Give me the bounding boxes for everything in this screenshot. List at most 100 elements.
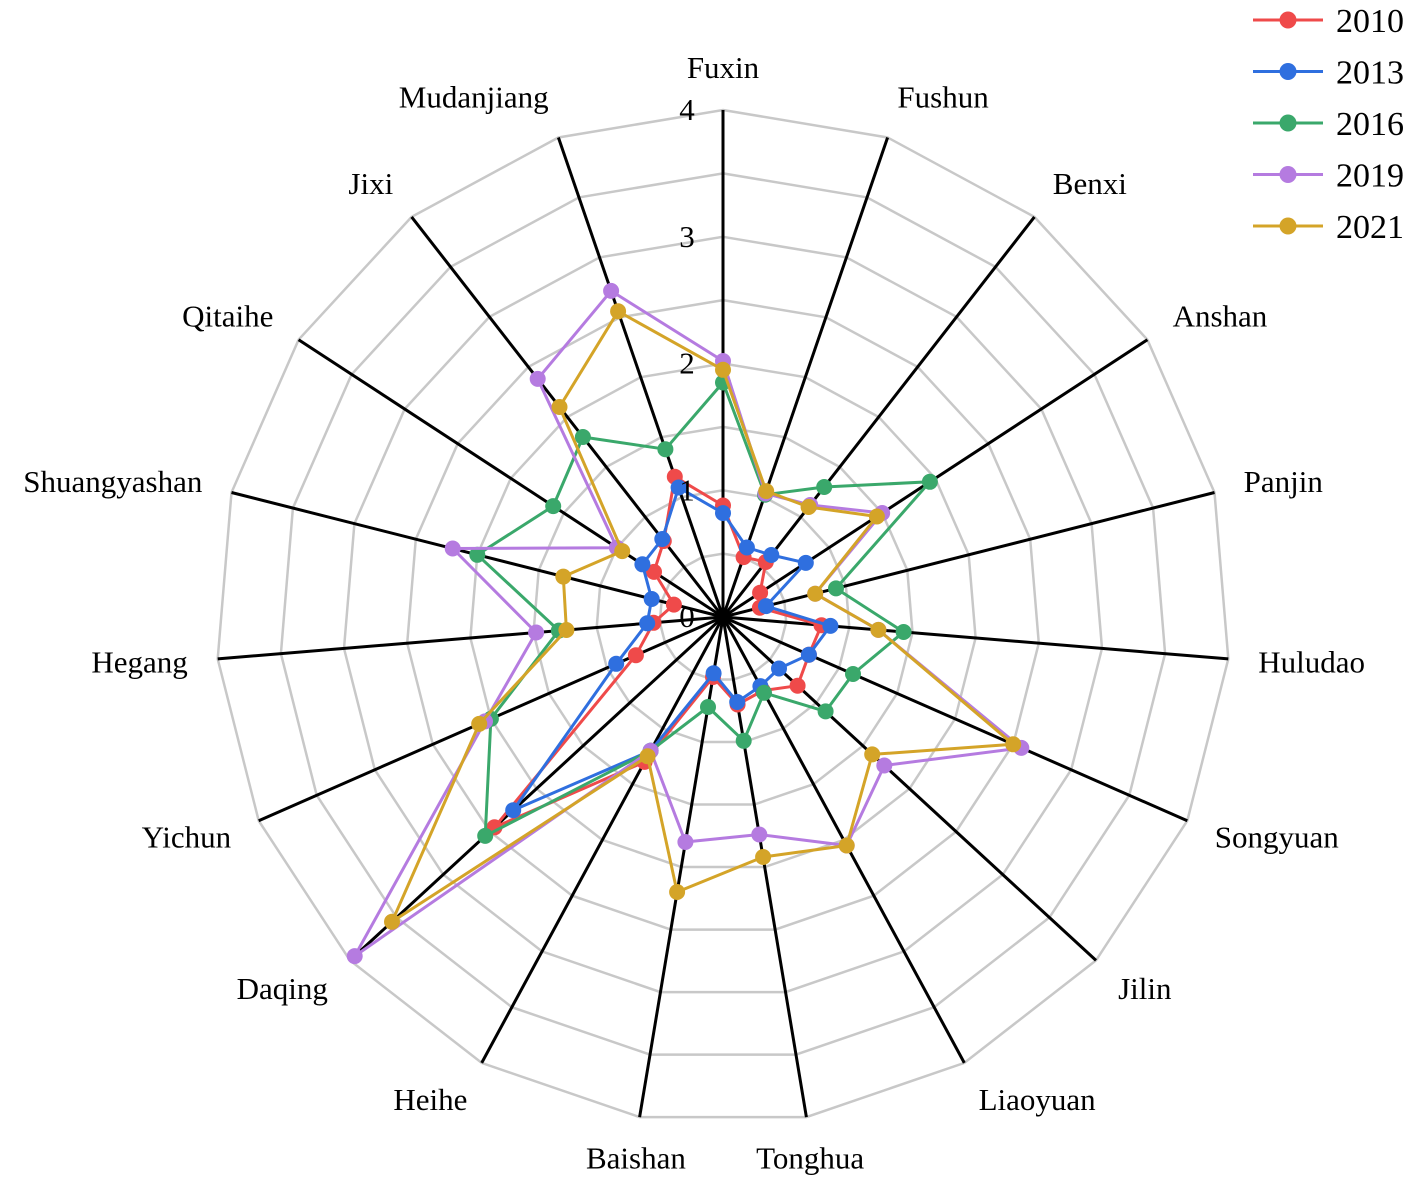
data-point-2021	[807, 585, 824, 602]
data-point-2021	[669, 884, 686, 900]
data-point-2013	[654, 531, 671, 547]
category-label: Tonghua	[756, 1141, 864, 1176]
category-label: Panjin	[1244, 464, 1324, 499]
category-label: Qitaihe	[182, 299, 273, 334]
data-point-2010	[627, 647, 644, 664]
category-label: Fuxin	[687, 50, 760, 85]
category-label: Hegang	[91, 644, 187, 679]
data-point-2016	[469, 546, 486, 563]
legend-label: 2013	[1336, 55, 1404, 92]
data-point-2019	[876, 757, 893, 774]
data-point-2021	[639, 748, 656, 765]
data-point-2016	[756, 684, 772, 701]
series-line-2016	[475, 381, 932, 838]
data-point-2021	[868, 508, 885, 525]
category-label: Jixi	[348, 166, 393, 201]
legend-label: 2016	[1336, 106, 1404, 143]
data-point-2016	[657, 441, 674, 458]
category-label: Songyuan	[1215, 820, 1340, 855]
legend-swatch-marker	[1279, 114, 1297, 132]
tick-label: 0	[679, 599, 695, 634]
data-point-2016	[477, 827, 494, 844]
data-point-2013	[608, 655, 625, 672]
tick-label: 4	[679, 92, 695, 127]
data-point-2013	[670, 479, 687, 496]
grid-ring	[405, 298, 1041, 931]
spoke-axis	[348, 615, 725, 962]
radar-grid	[216, 108, 1230, 1119]
legend-swatch-marker	[1279, 217, 1297, 235]
data-point-2013	[800, 646, 817, 663]
category-label: Daqing	[237, 971, 328, 1006]
spoke-axis	[722, 615, 1188, 823]
data-point-2013	[771, 660, 787, 677]
data-point-2019	[346, 948, 363, 965]
data-point-2013	[738, 539, 755, 556]
spoke-axis	[722, 615, 1229, 661]
grid-ring	[532, 425, 914, 806]
data-point-2021	[555, 568, 572, 585]
spoke-axis	[721, 615, 1098, 962]
tick-label: 2	[679, 346, 695, 381]
data-point-2021	[1005, 736, 1022, 753]
data-point-2021	[471, 715, 488, 732]
data-point-2010	[789, 677, 806, 694]
data-point-2016	[816, 479, 833, 495]
category-label: Huludao	[1258, 644, 1365, 679]
legend-swatch-marker	[1279, 11, 1297, 29]
data-point-2016	[828, 580, 844, 597]
series-line-2013	[511, 486, 832, 812]
data-point-2021	[384, 913, 400, 930]
category-labels: Fuxin Fushun Benxi Anshan Panjin Huludao Songy…	[23, 50, 1365, 1176]
data-point-2019	[603, 282, 620, 299]
spoke-axis	[721, 137, 890, 618]
category-label: Yichun	[142, 820, 232, 855]
data-point-2013	[505, 802, 522, 819]
category-label: Fushun	[897, 80, 989, 115]
legend-label: 2021	[1336, 209, 1404, 246]
data-point-2021	[838, 837, 855, 854]
data-point-2010	[752, 584, 769, 601]
spoke-axis	[217, 615, 724, 661]
data-point-2021	[755, 849, 772, 865]
radial-tick-labels: 0 1 2 3 4	[679, 92, 695, 634]
data-point-2019	[529, 370, 546, 387]
legend: 2010 2013 2016 2019 2021	[1253, 3, 1404, 246]
category-label: Anshan	[1173, 299, 1268, 334]
data-point-2016	[817, 703, 834, 720]
data-point-2013	[763, 547, 780, 563]
spoke-axis	[556, 137, 725, 618]
data-point-2021	[870, 621, 887, 638]
data-point-2019	[444, 540, 461, 557]
data-point-2013	[822, 617, 839, 634]
data-point-2019	[528, 624, 545, 641]
data-point-2021	[614, 543, 631, 560]
data-point-2021	[800, 499, 817, 515]
grid-ring	[342, 235, 1104, 994]
data-point-2010	[646, 563, 662, 580]
data-point-2016	[545, 498, 562, 515]
data-point-2016	[845, 666, 861, 682]
category-label: Shuangyashan	[23, 464, 203, 499]
category-label: Benxi	[1053, 166, 1127, 201]
data-point-2016	[735, 732, 752, 749]
data-point-2013	[758, 598, 774, 615]
category-label: Liaoyuan	[979, 1082, 1097, 1117]
category-label: Baishan	[586, 1141, 686, 1176]
data-point-2013	[705, 665, 722, 682]
legend-swatch-marker	[1279, 63, 1297, 80]
grid-ring	[216, 108, 1230, 1119]
category-label: Heihe	[393, 1082, 467, 1117]
data-point-2021	[715, 361, 731, 378]
data-point-2021	[610, 303, 627, 320]
grid-ring	[658, 552, 788, 681]
data-point-2016	[921, 473, 938, 490]
spoke-axis	[480, 616, 725, 1064]
legend-swatch-marker	[1279, 166, 1297, 183]
data-point-2010	[665, 596, 682, 613]
legend-label: 2010	[1336, 3, 1404, 40]
spoke-axis	[722, 491, 1215, 619]
data-point-2013	[639, 615, 656, 632]
data-point-2016	[574, 429, 591, 445]
